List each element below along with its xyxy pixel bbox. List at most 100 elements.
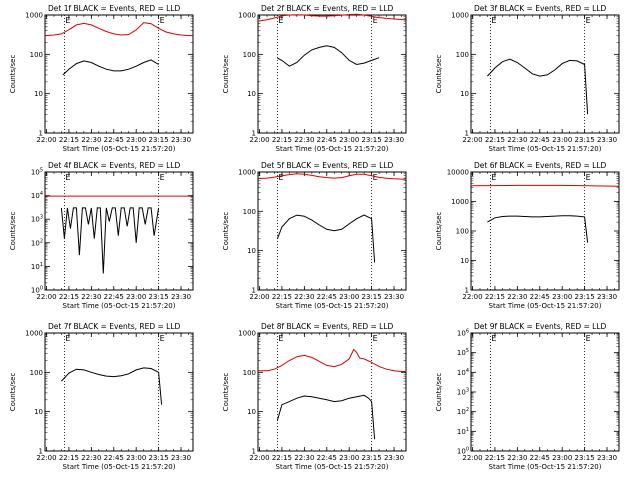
x-tick-label: 23:30 xyxy=(384,454,404,462)
x-axis-label: Start Time (05-Oct-15 21:57:20) xyxy=(276,145,389,153)
x-axis-label: Start Time (05-Oct-15 21:57:20) xyxy=(489,145,602,153)
y-axis-label: Counts/sec xyxy=(9,212,17,251)
x-tick-label: 23:30 xyxy=(384,136,404,144)
x-tick-label: 22:30 xyxy=(81,454,101,462)
x-tick-label: 22:00 xyxy=(36,293,56,301)
x-tick-label: 23:30 xyxy=(171,136,191,144)
x-tick-label: 22:15 xyxy=(272,293,292,301)
x-tick-label: 22:45 xyxy=(317,454,337,462)
event-marker-label: E xyxy=(160,173,165,182)
y-axis-label: Counts/sec xyxy=(222,373,230,412)
event-marker-label: E xyxy=(160,16,165,25)
plot-frame xyxy=(470,171,620,291)
y-tick-label: 1 xyxy=(39,448,43,456)
event-marker-label: E xyxy=(586,334,591,343)
x-tick-label: 22:30 xyxy=(81,136,101,144)
event-marker-label: E xyxy=(373,334,378,343)
plot-frame xyxy=(44,14,194,134)
x-tick-label: 22:45 xyxy=(104,454,124,462)
y-tick-label: 10 xyxy=(247,408,256,416)
event-marker-label: E xyxy=(65,173,70,182)
x-axis-label: Start Time (05-Oct-15 21:57:20) xyxy=(489,463,602,471)
x-tick-label: 22:00 xyxy=(36,136,56,144)
y-axis-label: Counts/sec xyxy=(9,55,17,94)
plot-frame xyxy=(44,171,194,291)
series-line-lld xyxy=(44,22,193,37)
event-marker-label: E xyxy=(278,16,283,25)
panel-det-8f: Det 8f BLACK = Events, RED = LLD 22:00 22:… xyxy=(222,322,407,471)
x-tick-label: 23:00 xyxy=(126,454,146,462)
y-tick-label: 1 xyxy=(252,448,256,456)
y-tick-label: 10 xyxy=(247,90,256,98)
y-tick-label: 1 xyxy=(252,130,256,138)
panel-title: Det 4f BLACK = Events, RED = LLD xyxy=(48,161,181,170)
y-tick-label: 10000 xyxy=(447,169,469,177)
series-line-events xyxy=(276,214,376,263)
y-axis-label: Counts/sec xyxy=(435,212,443,251)
event-marker-label: E xyxy=(491,334,496,343)
y-tick-label: 1000 xyxy=(238,12,256,20)
x-tick-label: 22:30 xyxy=(294,454,314,462)
panel-title: Det 8f BLACK = Events, RED = LLD xyxy=(261,322,394,331)
x-tick-label: 22:15 xyxy=(485,454,505,462)
x-tick-label: 22:00 xyxy=(249,136,269,144)
y-tick-label: 1000 xyxy=(25,12,43,20)
series-line-lld xyxy=(470,184,620,187)
y-tick-label: 1 xyxy=(465,287,469,295)
x-tick-label: 22:15 xyxy=(272,136,292,144)
x-tick-label: 22:45 xyxy=(317,293,337,301)
y-axis-label: Counts/sec xyxy=(222,212,230,251)
x-tick-label: 23:30 xyxy=(384,293,404,301)
y-tick-label: 1000 xyxy=(25,330,43,338)
y-tick-label: 1 xyxy=(465,130,469,138)
x-tick-label: 22:00 xyxy=(249,454,269,462)
y-tick-label: 104 xyxy=(457,368,469,377)
x-axis-label: Start Time (05-Oct-15 21:57:20) xyxy=(489,302,602,310)
panel-title: Det 9f BLACK = Events, RED = LLD xyxy=(474,322,607,331)
x-tick-label: 22:15 xyxy=(485,136,505,144)
x-tick-label: 23:15 xyxy=(149,136,169,144)
series-line-lld xyxy=(257,173,406,180)
y-tick-label: 103 xyxy=(31,215,43,224)
x-axis-label: Start Time (05-Oct-15 21:57:20) xyxy=(63,463,176,471)
plot-frame xyxy=(257,171,407,291)
y-tick-label: 10 xyxy=(247,247,256,255)
x-tick-label: 22:15 xyxy=(59,293,79,301)
x-tick-label: 23:30 xyxy=(597,293,617,301)
x-axis-label: Start Time (05-Oct-15 21:57:20) xyxy=(63,302,176,310)
x-tick-label: 23:30 xyxy=(597,136,617,144)
y-tick-label: 1 xyxy=(252,287,256,295)
x-tick-label: 23:00 xyxy=(339,454,359,462)
y-tick-label: 10 xyxy=(34,90,43,98)
x-tick-label: 22:45 xyxy=(104,293,124,301)
series-line-events xyxy=(61,367,163,405)
x-tick-label: 22:30 xyxy=(507,293,527,301)
x-tick-label: 22:45 xyxy=(530,454,550,462)
plot-frame xyxy=(257,332,407,452)
panel-title: Det 1f BLACK = Events, RED = LLD xyxy=(48,4,181,13)
y-tick-label: 1000 xyxy=(238,169,256,177)
y-tick-label: 102 xyxy=(457,407,469,416)
y-axis-label: Counts/sec xyxy=(9,373,17,412)
event-marker-label: E xyxy=(65,334,70,343)
x-tick-label: 22:15 xyxy=(485,293,505,301)
event-marker-label: E xyxy=(373,173,378,182)
x-tick-label: 23:00 xyxy=(339,136,359,144)
x-tick-label: 22:45 xyxy=(530,136,550,144)
y-tick-label: 100 xyxy=(31,286,43,295)
x-tick-label: 22:45 xyxy=(104,136,124,144)
y-tick-label: 10 xyxy=(34,408,43,416)
x-tick-label: 22:30 xyxy=(507,136,527,144)
x-tick-label: 23:00 xyxy=(339,293,359,301)
x-tick-label: 23:00 xyxy=(552,136,572,144)
x-tick-label: 23:15 xyxy=(362,136,382,144)
y-tick-label: 106 xyxy=(457,329,469,338)
y-tick-label: 104 xyxy=(31,191,43,200)
x-tick-label: 23:00 xyxy=(552,293,572,301)
x-tick-label: 23:30 xyxy=(171,454,191,462)
